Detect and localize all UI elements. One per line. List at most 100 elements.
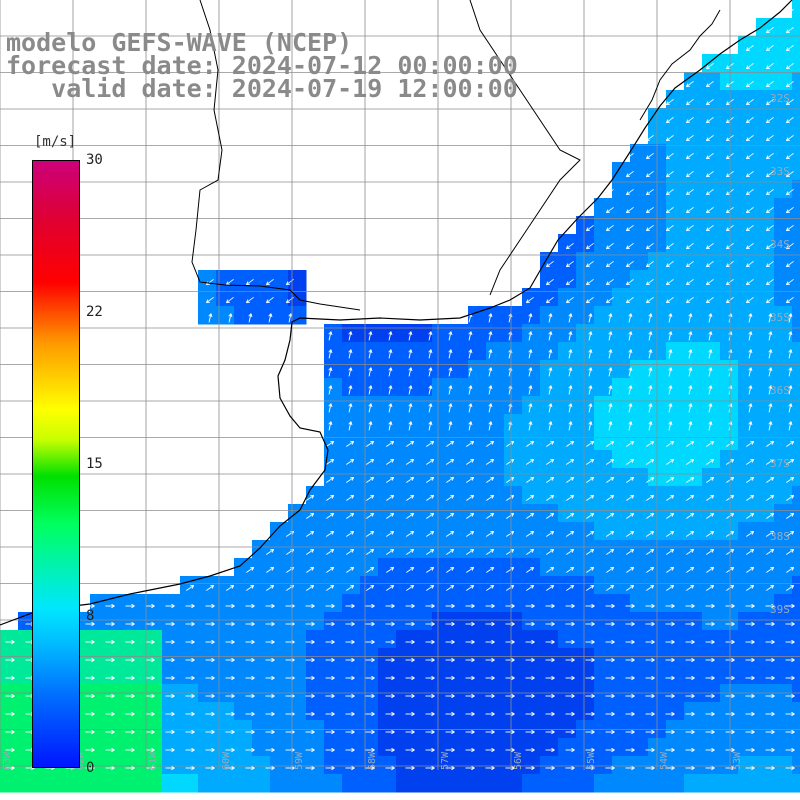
field-cell: [396, 576, 415, 595]
field-cell: [360, 432, 379, 451]
wind-arrow: [665, 224, 674, 232]
field-cell: [414, 540, 433, 559]
field-cell: [468, 702, 487, 721]
wind-arrow: [526, 531, 535, 537]
field-cell: [270, 774, 289, 793]
wind-arrow: [225, 729, 235, 735]
wind-arrow: [385, 621, 395, 627]
wind-arrow: [748, 313, 753, 323]
wind-arrow: [406, 459, 415, 465]
field-cell: [450, 648, 469, 667]
field-cell: [378, 756, 397, 775]
field-cell: [738, 432, 757, 451]
field-cell: [432, 360, 451, 379]
wind-arrow: [608, 403, 613, 413]
wind-arrow: [185, 747, 195, 753]
field-cell: [162, 612, 181, 631]
wind-arrow: [245, 675, 255, 681]
wind-arrow: [706, 495, 715, 501]
field-cell: [378, 540, 397, 559]
wind-arrow: [666, 585, 675, 591]
field-cell: [720, 72, 739, 91]
wind-arrow: [705, 134, 714, 142]
wind-arrow: [686, 585, 695, 591]
wind-arrow: [765, 206, 774, 214]
wind-arrow: [306, 567, 315, 573]
field-cell: [792, 0, 800, 19]
wind-arrow: [145, 675, 155, 681]
field-cell: [558, 450, 577, 469]
field-cell: [288, 270, 307, 289]
field-cell: [666, 270, 685, 289]
field-cell: [792, 666, 800, 685]
wind-arrow: [388, 331, 393, 341]
field-cell: [756, 666, 775, 685]
wind-arrow: [785, 639, 795, 645]
field-cell: [450, 594, 469, 613]
field-cell: [468, 594, 487, 613]
field-cell: [576, 558, 595, 577]
wind-arrow: [268, 313, 273, 323]
wind-arrow: [486, 513, 495, 519]
wind-arrow: [306, 531, 315, 537]
field-cell: [756, 270, 775, 289]
field-cell: [720, 144, 739, 163]
field-cell: [612, 270, 631, 289]
field-cell: [756, 108, 775, 127]
wind-arrow: [746, 495, 755, 501]
wind-arrow: [706, 477, 715, 483]
wind-arrow: [526, 585, 535, 591]
field-cell: [252, 774, 271, 793]
wind-arrow: [548, 313, 553, 323]
wind-arrow: [346, 585, 355, 591]
wind-arrow: [785, 116, 794, 124]
wind-arrow: [525, 621, 535, 627]
field-cell: [378, 774, 397, 793]
field-cell: [720, 126, 739, 145]
wind-arrow: [688, 421, 693, 431]
wind-arrow: [305, 747, 315, 753]
field-cell: [630, 270, 649, 289]
field-cell: [612, 756, 631, 775]
field-cell: [468, 342, 487, 361]
field-cell: [432, 630, 451, 649]
wind-arrow: [605, 242, 614, 250]
wind-arrow: [465, 729, 475, 735]
field-cell: [522, 486, 541, 505]
wind-arrow: [405, 675, 415, 681]
wind-arrow: [625, 603, 635, 609]
wind-arrow: [768, 385, 773, 395]
wind-arrow: [528, 421, 533, 431]
longitude-label: 62W: [75, 751, 86, 770]
field-cell: [558, 288, 577, 307]
wind-arrow: [328, 421, 333, 431]
field-cell: [126, 648, 145, 667]
wind-arrow: [645, 206, 654, 214]
field-cell: [486, 630, 505, 649]
wind-arrow: [748, 385, 753, 395]
field-cell: [612, 612, 631, 631]
wind-arrow: [565, 765, 575, 771]
field-cell: [432, 558, 451, 577]
field-cell: [684, 324, 703, 343]
field-cell: [396, 630, 415, 649]
field-cell: [612, 162, 631, 181]
colorbar-units: [m/s]: [34, 134, 77, 150]
field-cell: [378, 450, 397, 469]
field-cell: [774, 54, 793, 73]
wind-arrow: [626, 549, 635, 555]
field-cell: [504, 774, 523, 793]
field-cell: [792, 522, 800, 541]
field-cell: [90, 630, 109, 649]
wind-arrow: [526, 477, 535, 483]
field-cell: [558, 360, 577, 379]
wind-arrow: [666, 459, 675, 465]
field-cell: [270, 756, 289, 775]
wind-arrow: [405, 711, 415, 717]
wind-arrow: [445, 657, 455, 663]
field-cell: [0, 666, 19, 685]
wind-arrow: [705, 80, 714, 88]
wind-arrow: [448, 331, 453, 341]
wind-arrow: [645, 260, 654, 268]
field-cell: [720, 198, 739, 217]
